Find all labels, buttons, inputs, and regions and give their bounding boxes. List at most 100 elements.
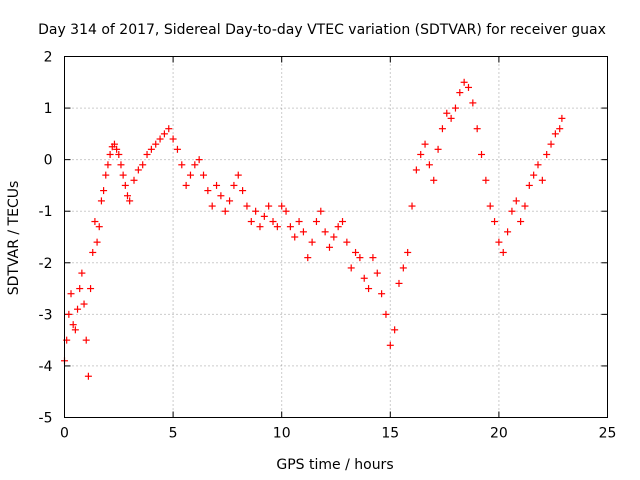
- data-point: [130, 176, 138, 184]
- data-point: [117, 161, 125, 169]
- data-point: [269, 218, 277, 226]
- data-point: [110, 140, 118, 148]
- data-point: [391, 326, 399, 334]
- data-point: [430, 176, 438, 184]
- data-point: [93, 238, 101, 246]
- data-point: [512, 197, 520, 205]
- y-tick-label: -3: [39, 307, 53, 323]
- y-tick-label: -2: [39, 256, 53, 272]
- data-point: [143, 150, 151, 158]
- data-point: [421, 140, 429, 148]
- y-tick-label: 2: [44, 50, 53, 66]
- data-point: [525, 181, 533, 189]
- data-point: [147, 145, 155, 153]
- data-point: [106, 150, 114, 158]
- data-point: [226, 197, 234, 205]
- data-point: [139, 161, 147, 169]
- data-point: [76, 285, 84, 293]
- data-point: [286, 223, 294, 231]
- points-layer: [61, 78, 566, 380]
- data-point: [469, 99, 477, 107]
- data-point: [234, 171, 242, 179]
- data-point: [399, 264, 407, 272]
- data-point: [412, 166, 420, 174]
- data-point: [100, 187, 108, 195]
- data-point: [123, 192, 131, 200]
- data-point: [517, 218, 525, 226]
- data-point: [260, 212, 268, 220]
- data-point: [538, 176, 546, 184]
- data-point: [451, 104, 459, 112]
- data-point: [97, 197, 105, 205]
- data-point: [69, 321, 77, 329]
- y-axis-label: SDTVAR / TECUs: [6, 181, 22, 296]
- data-point: [295, 218, 303, 226]
- data-point: [330, 233, 338, 241]
- data-point: [460, 78, 468, 86]
- data-point: [230, 181, 238, 189]
- data-point: [352, 248, 360, 256]
- data-point: [221, 207, 229, 215]
- x-tick-label: 25: [599, 426, 617, 442]
- data-point: [417, 150, 425, 158]
- plot-frame: [64, 56, 608, 418]
- data-point: [213, 181, 221, 189]
- data-point: [71, 326, 79, 334]
- data-point: [508, 207, 516, 215]
- data-point: [443, 109, 451, 117]
- data-point: [67, 290, 75, 298]
- y-tick-label: 0: [44, 153, 53, 169]
- data-point: [378, 290, 386, 298]
- data-point: [182, 181, 190, 189]
- data-point: [425, 161, 433, 169]
- x-tick-label: 5: [169, 426, 178, 442]
- data-point: [551, 130, 559, 138]
- data-point: [473, 125, 481, 133]
- data-point: [121, 181, 129, 189]
- data-point: [343, 238, 351, 246]
- data-point: [486, 202, 494, 210]
- data-point: [434, 145, 442, 153]
- data-point: [273, 223, 281, 231]
- data-point: [312, 218, 320, 226]
- data-point: [91, 218, 99, 226]
- data-point: [386, 341, 394, 349]
- data-point: [204, 187, 212, 195]
- data-point: [308, 238, 316, 246]
- data-point: [282, 207, 290, 215]
- data-point: [65, 310, 73, 318]
- y-tick-label: -5: [39, 411, 53, 427]
- data-point: [304, 254, 312, 262]
- data-point: [404, 248, 412, 256]
- data-point: [87, 285, 95, 293]
- data-point: [186, 171, 194, 179]
- data-point: [299, 228, 307, 236]
- x-axis-label: GPS time / hours: [276, 457, 393, 473]
- data-point: [119, 171, 127, 179]
- data-point: [339, 218, 347, 226]
- data-point: [347, 264, 355, 272]
- data-point: [152, 140, 160, 148]
- data-point: [265, 202, 273, 210]
- data-point: [217, 192, 225, 200]
- data-point: [134, 166, 142, 174]
- data-point: [447, 114, 455, 122]
- data-point: [556, 125, 564, 133]
- data-point: [165, 125, 173, 133]
- data-point: [191, 161, 199, 169]
- data-point: [482, 176, 490, 184]
- data-point: [126, 197, 134, 205]
- data-point: [95, 223, 103, 231]
- x-tick-label: 10: [273, 426, 291, 442]
- data-point: [256, 223, 264, 231]
- data-point: [547, 140, 555, 148]
- data-point: [113, 145, 121, 153]
- data-point: [504, 228, 512, 236]
- data-point: [239, 187, 247, 195]
- data-point: [208, 202, 216, 210]
- data-point: [82, 336, 90, 344]
- data-point: [104, 161, 112, 169]
- data-point: [195, 156, 203, 164]
- data-point: [521, 202, 529, 210]
